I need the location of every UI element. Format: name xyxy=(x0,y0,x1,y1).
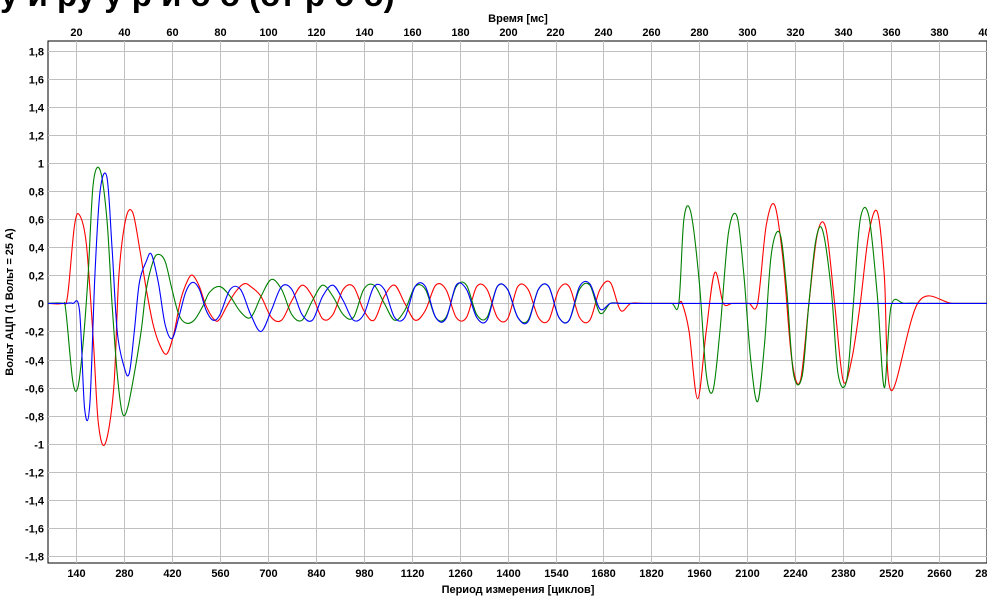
top-x-tick-label: 340 xyxy=(834,27,852,39)
top-x-tick-label: 200 xyxy=(499,27,517,39)
y-tick-label: -0,8 xyxy=(25,412,44,424)
y-tick-label: 1 xyxy=(38,159,44,171)
top-x-tick-label: 100 xyxy=(259,27,277,39)
x-tick-label: 2520 xyxy=(879,568,903,580)
y-tick-labels: 1,8 1,6 1,4 1,2 1 0,8 0,6 0,4 0,2 0 -0,2 -0,4 -0,6 -0… xyxy=(25,47,45,564)
y-tick-label: -0,6 xyxy=(25,384,44,396)
x-tick-label: 280 xyxy=(115,568,133,580)
x-tick-label: 2100 xyxy=(735,568,759,580)
x-tick-label: 1680 xyxy=(591,568,615,580)
series-lines xyxy=(47,166,987,446)
top-x-tick-label: 360 xyxy=(882,27,900,39)
y-tick-label: 0,4 xyxy=(29,243,45,255)
x-tick-label: 1960 xyxy=(687,568,711,580)
y-tick-label: -1,8 xyxy=(25,552,44,564)
x-tick-label: 2800 xyxy=(975,568,987,580)
top-x-tick-label: 400 xyxy=(978,27,987,39)
x-tick-label: 840 xyxy=(307,568,325,580)
y-tick-label: -0,2 xyxy=(25,327,44,339)
y-tick-label: 1,6 xyxy=(29,75,44,87)
top-x-tick-label: 320 xyxy=(786,27,804,39)
x-tick-label: 980 xyxy=(355,568,373,580)
y-tick-label: 1,2 xyxy=(29,131,44,143)
top-x-tick-label: 140 xyxy=(355,27,373,39)
y-tick-label: 1,8 xyxy=(29,47,44,59)
top-x-tick-label: 40 xyxy=(118,27,130,39)
y-axis-label: Вольт АЦП (1 Вольт = 25 А) xyxy=(4,228,16,376)
x-tick-labels: 140 280 420 560 700 840 980 1120 1260 1400 1540 168… xyxy=(67,568,987,580)
top-x-tick-label: 240 xyxy=(594,27,612,39)
top-x-tick-label: 160 xyxy=(403,27,421,39)
top-x-tick-label: 380 xyxy=(930,27,948,39)
y-tick-label: -1 xyxy=(34,440,44,452)
x-tick-label: 560 xyxy=(211,568,229,580)
series-line-0 xyxy=(47,203,987,446)
y-tick-label: 0,8 xyxy=(29,187,44,199)
top-x-tick-label: 280 xyxy=(690,27,708,39)
y-tick-label: -1,6 xyxy=(25,524,44,536)
y-tick-label: -0,4 xyxy=(25,356,45,368)
x-tick-label: 1260 xyxy=(448,568,472,580)
y-tick-label: 1,4 xyxy=(29,103,45,115)
x-tick-label: 2240 xyxy=(783,568,807,580)
grid-lines xyxy=(48,41,987,563)
series-line-2 xyxy=(48,172,987,422)
top-x-tick-label: 220 xyxy=(546,27,564,39)
x-tick-label: 140 xyxy=(67,568,85,580)
x-tick-label: 2380 xyxy=(831,568,855,580)
x-axis-label: Период измерения [циклов] xyxy=(442,584,595,596)
y-tick-label: 0,6 xyxy=(29,215,44,227)
x-tick-label: 1820 xyxy=(639,568,663,580)
x-tick-label: 2660 xyxy=(927,568,951,580)
top-x-tick-label: 20 xyxy=(70,27,82,39)
top-x-tick-label: 80 xyxy=(214,27,226,39)
x-tick-label: 420 xyxy=(163,568,181,580)
top-x-tick-label: 120 xyxy=(307,27,325,39)
y-tick-label: -1,2 xyxy=(25,468,44,480)
x-tick-label: 1120 xyxy=(401,568,425,580)
top-x-axis-label: Время [мс] xyxy=(488,13,548,25)
x-tick-label: 700 xyxy=(259,568,277,580)
x-tick-label: 1540 xyxy=(544,568,568,580)
y-tick-label: 0,2 xyxy=(29,271,44,283)
top-x-tick-label: 60 xyxy=(166,27,178,39)
plot-frame xyxy=(47,40,987,564)
x-tick-label: 1400 xyxy=(496,568,520,580)
top-x-tick-label: 180 xyxy=(451,27,469,39)
y-tick-label: -1,4 xyxy=(25,496,45,508)
cropped-figure-title: у и ру у р и о о (от р о о) xyxy=(0,0,395,14)
top-x-tick-label: 260 xyxy=(642,27,660,39)
top-x-tick-label: 300 xyxy=(738,27,756,39)
y-tick-label: 0 xyxy=(38,299,44,311)
top-x-tick-labels: 20 40 60 80 100 120 140 160 180 200 220 240 260 280 30… xyxy=(70,27,987,39)
